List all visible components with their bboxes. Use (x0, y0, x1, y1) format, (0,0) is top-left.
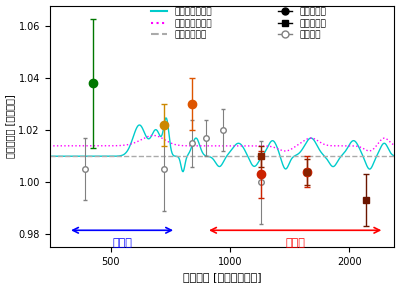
Text: 赤外線: 赤外線 (285, 238, 305, 248)
Y-axis label: 惑星の半径 [木星半径]: 惑星の半径 [木星半径] (6, 94, 16, 158)
X-axis label: 観測波長 [ナノメートル]: 観測波長 [ナノメートル] (183, 272, 261, 283)
Legend: 岡山観測所, 南ア天文台, 先行研究: 岡山観測所, 南ア天文台, 先行研究 (278, 8, 326, 39)
Text: 可視光: 可視光 (112, 238, 132, 248)
